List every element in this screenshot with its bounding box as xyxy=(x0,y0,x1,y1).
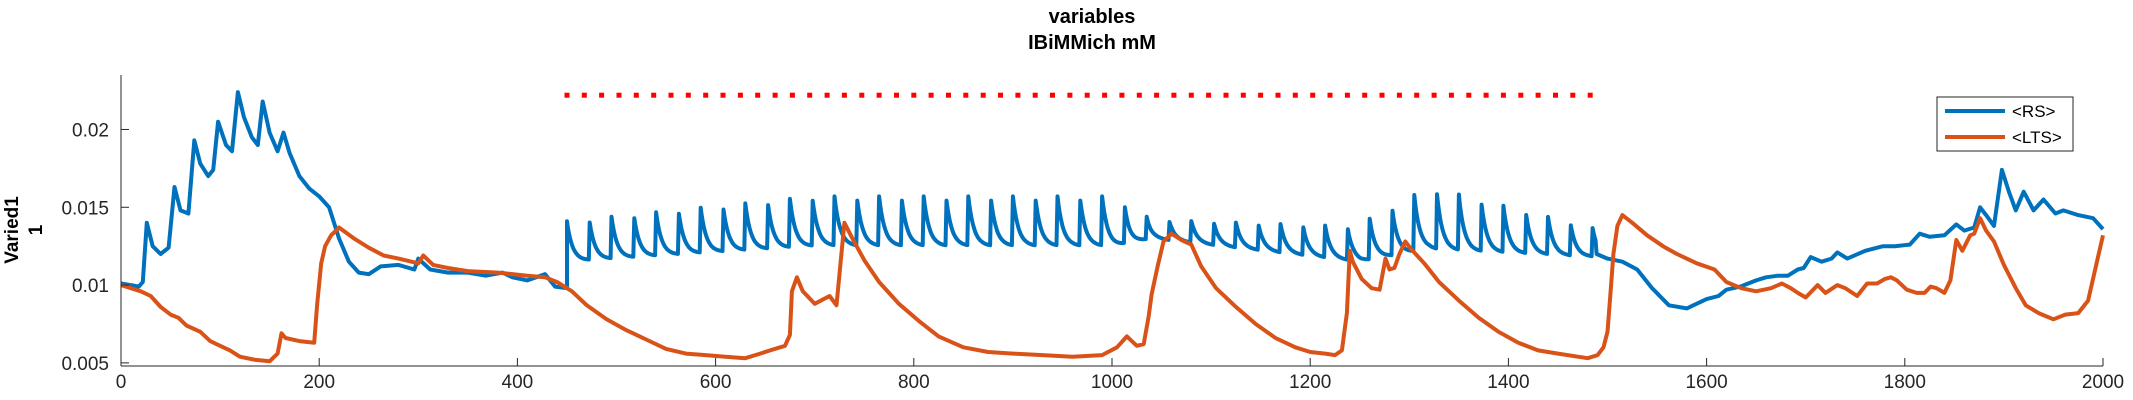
marker-point xyxy=(1431,92,1437,98)
marker-point xyxy=(1240,92,1246,98)
marker-point xyxy=(894,92,899,98)
marker-point xyxy=(928,92,934,98)
marker-point xyxy=(651,92,657,98)
marker-point xyxy=(633,92,639,98)
plot-area xyxy=(120,90,2105,364)
marker-point xyxy=(824,92,830,98)
y-axis-label-line1: Varied1 xyxy=(2,196,23,264)
marker-point xyxy=(1032,92,1038,98)
marker-point xyxy=(1275,92,1281,98)
marker-point xyxy=(1223,92,1229,98)
y-tick-label: 0.02 xyxy=(72,120,109,141)
marker-point xyxy=(720,92,726,98)
marker-point xyxy=(599,92,605,98)
marker-point xyxy=(1015,92,1021,98)
y-axis-label: Varied1 1 xyxy=(2,196,47,264)
marker-point xyxy=(1084,92,1090,98)
marker-point xyxy=(980,92,986,98)
x-tick-label: 1800 xyxy=(1884,372,1926,393)
marker-point xyxy=(1518,92,1524,98)
marker-point xyxy=(1327,92,1333,98)
marker-point xyxy=(1483,92,1489,98)
marker-point xyxy=(1067,92,1073,98)
x-tick-label: 2000 xyxy=(2082,372,2124,393)
y-tick-label: 0.01 xyxy=(72,276,109,297)
x-tick-label: 400 xyxy=(502,372,534,393)
marker-point xyxy=(1466,92,1472,98)
axes: 0 200 400 600 800 1000 1200 1400 1600 1800 2000 0.0… xyxy=(61,75,2124,393)
marker-point xyxy=(1344,92,1350,98)
marker-point xyxy=(1292,92,1298,98)
marker-point xyxy=(1119,92,1125,98)
x-tick-label: 1600 xyxy=(1685,372,1727,393)
marker-point xyxy=(1500,92,1506,98)
x-tick-label: 1200 xyxy=(1289,372,1331,393)
marker-point xyxy=(1154,92,1160,98)
marker-point xyxy=(1206,92,1212,98)
x-tick-label: 1000 xyxy=(1091,372,1133,393)
marker-point xyxy=(668,92,674,98)
marker-point xyxy=(1362,92,1368,98)
marker-point xyxy=(963,92,969,98)
marker-point xyxy=(1050,92,1055,98)
marker-point xyxy=(807,92,813,98)
marker-point xyxy=(1553,92,1558,98)
x-tick-label: 200 xyxy=(303,372,335,393)
marker-point xyxy=(737,92,743,98)
marker-point xyxy=(1102,92,1108,98)
marker-point xyxy=(1414,92,1420,98)
marker-point xyxy=(1171,92,1177,98)
marker-point xyxy=(616,92,622,98)
marker-point xyxy=(1310,92,1316,98)
x-tick-label: 800 xyxy=(898,372,930,393)
marker-point xyxy=(1396,92,1402,98)
legend-box xyxy=(1936,96,2074,152)
marker-point xyxy=(841,92,847,98)
legend-label-rs: <RS> xyxy=(2012,102,2056,121)
marker-point xyxy=(1188,92,1194,98)
chart-title: variables xyxy=(1049,6,1136,28)
y-tick-label: 0.005 xyxy=(61,354,109,375)
marker-point xyxy=(1136,92,1142,98)
marker-point xyxy=(1570,92,1576,98)
marker-point xyxy=(772,92,778,98)
marker-point xyxy=(789,92,795,98)
series-line-rs xyxy=(120,90,2105,311)
x-tick-label: 0 xyxy=(116,372,127,393)
legend: <RS> <LTS> xyxy=(1936,96,2074,152)
chart-subtitle: IBiMMich mM xyxy=(1028,32,1156,54)
x-tick-label: 1400 xyxy=(1487,372,1529,393)
marker-point xyxy=(911,92,917,98)
marker-point xyxy=(703,92,709,98)
marker-point xyxy=(946,92,951,98)
y-axis-label-line2: 1 xyxy=(26,224,47,235)
marker-point xyxy=(755,92,761,98)
marker-point xyxy=(1448,92,1454,98)
marker-point xyxy=(1379,92,1385,98)
marker-point xyxy=(1535,92,1541,98)
marker-point xyxy=(859,92,865,98)
x-tick-label: 600 xyxy=(700,372,732,393)
y-tick-label: 0.015 xyxy=(61,198,109,219)
legend-label-lts: <LTS> xyxy=(2012,128,2062,147)
marker-point xyxy=(998,92,1003,98)
marker-point xyxy=(685,92,691,98)
marker-point xyxy=(1258,92,1264,98)
marker-point xyxy=(1587,92,1593,98)
marker-point xyxy=(876,92,882,98)
marker-point xyxy=(581,92,587,98)
series-line-lts xyxy=(120,213,2105,364)
marker-point xyxy=(564,92,570,98)
